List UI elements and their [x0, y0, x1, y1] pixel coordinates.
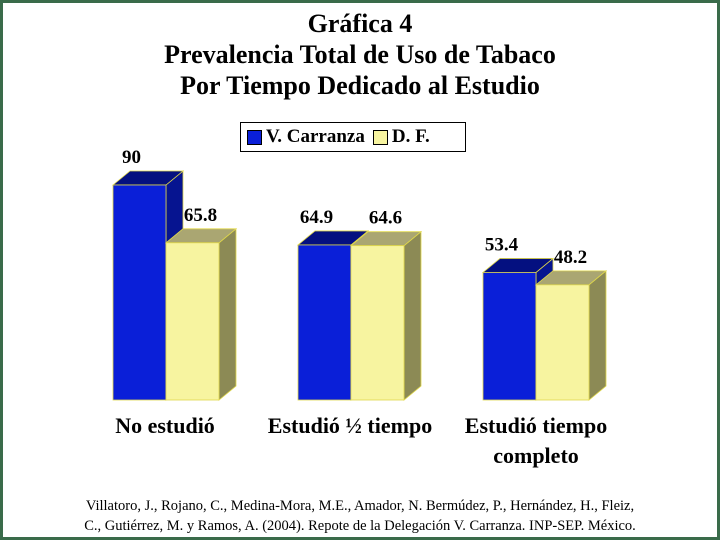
category-label-3-line-2: completo — [493, 443, 579, 468]
bar-2-cat-2-front — [350, 245, 405, 401]
chart-title-block: Gráfica 4 Prevalencia Total de Uso de Ta… — [0, 8, 720, 101]
bar-2-cat-3-side — [588, 270, 607, 401]
bar-2-cat-2-side — [403, 230, 422, 401]
legend-item-series-1: V. Carranza — [247, 126, 365, 148]
chart-subtitle-line-2: Por Tiempo Dedicado al Estudio — [180, 71, 540, 100]
legend-item-series-2: D. F. — [372, 126, 430, 148]
bar-2-cat-3-front — [535, 284, 590, 401]
citation-line-2: C., Gutiérrez, M. y Ramos, A. (2004). Re… — [84, 518, 636, 534]
legend-label-series-1: V. Carranza — [266, 126, 365, 147]
bar-1-cat-3-front — [482, 272, 537, 401]
bar-1-cat-2-front — [297, 244, 352, 401]
value-label-2-cat-1: 65.8 — [184, 205, 217, 226]
value-label-1-cat-1: 90 — [122, 147, 141, 168]
source-citation: Villatoro, J., Rojano, C., Medina-Mora, … — [0, 496, 720, 536]
legend-swatch-series-1 — [247, 129, 262, 145]
bar-1-cat-1-front — [112, 184, 167, 401]
bar-2-cat-1-front — [165, 242, 220, 401]
chart-title: Gráfica 4 — [307, 9, 413, 38]
legend-swatch-series-2 — [372, 129, 388, 145]
value-label-1-cat-3: 53.4 — [485, 234, 519, 255]
category-label-1-line-1: No estudió — [115, 413, 215, 438]
value-label-1-cat-2: 64.9 — [300, 207, 333, 228]
legend-label-series-2: D. F. — [391, 126, 430, 147]
value-label-2-cat-3: 48.2 — [554, 247, 587, 268]
chart-legend: V. Carranza D. F. — [240, 122, 466, 152]
citation-line-1: Villatoro, J., Rojano, C., Medina-Mora, … — [85, 498, 635, 514]
bar-2-cat-1-side — [218, 227, 237, 401]
category-label-3-line-1: Estudió tiempo — [465, 413, 607, 438]
value-label-2-cat-2: 64.6 — [369, 208, 402, 229]
category-label-2-line-1: Estudió ½ tiempo — [268, 413, 432, 438]
chart-subtitle-line-1: Prevalencia Total de Uso de Tabaco — [164, 40, 556, 69]
